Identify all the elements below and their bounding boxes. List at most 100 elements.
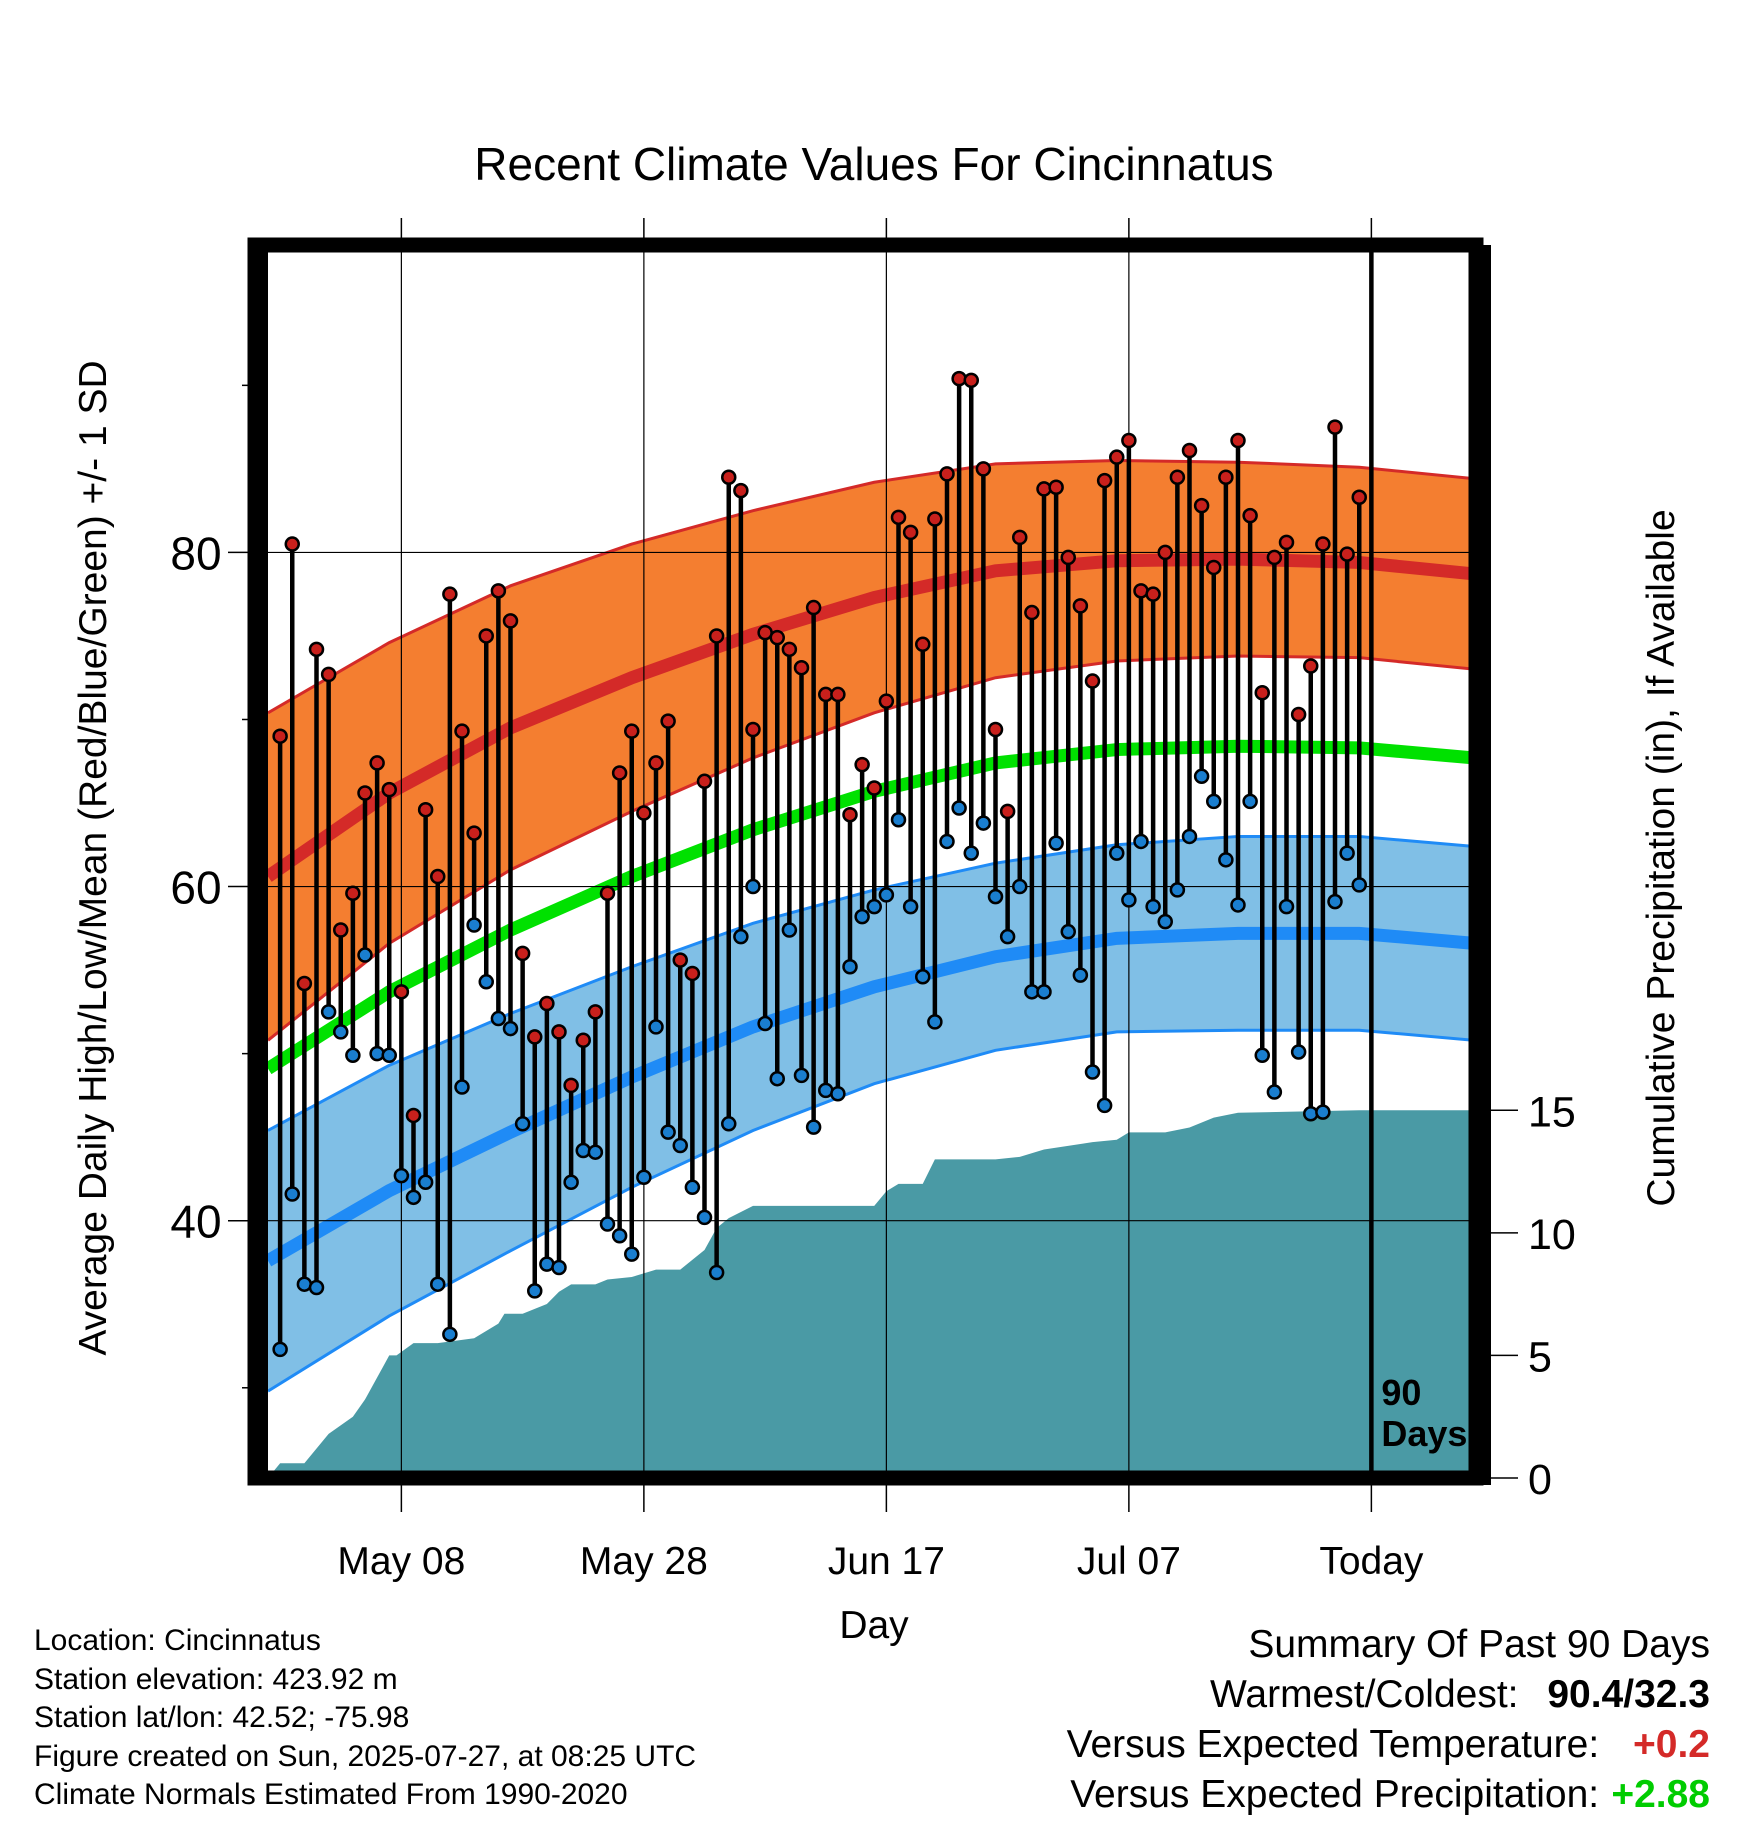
daily-high-point — [284, 536, 300, 552]
low-sd-lower-edge — [268, 1028, 1476, 1393]
precip-departure-row: Versus Expected Precipitation: +2.88 — [1067, 1770, 1710, 1820]
daily-low-point — [866, 898, 882, 915]
y2-tick-label-0: 0 — [1528, 1456, 1552, 1504]
location-text: Location: Cincinnatus — [34, 1624, 321, 1657]
daily-low-point — [1096, 1097, 1113, 1114]
today-marker-label-days-count: 90 — [1381, 1372, 1421, 1413]
daily-high-point — [587, 1004, 604, 1020]
daily-low-point — [1012, 878, 1028, 895]
warm-cold-label: Warmest/Coldest: — [1210, 1673, 1519, 1716]
daily-high-point — [1327, 419, 1343, 435]
daily-low-point — [975, 815, 992, 831]
temp-departure-row: Versus Expected Temperature: +0.2 — [1067, 1720, 1710, 1770]
daily-low-point — [514, 1116, 531, 1132]
daily-low-point — [1266, 1084, 1283, 1100]
daily-low-point — [502, 1020, 519, 1037]
x-tick-label-2: Jun 17 — [828, 1540, 945, 1583]
daily-low-point — [1206, 793, 1222, 810]
temp-departure-value: +0.2 — [1633, 1723, 1710, 1766]
daily-high-point — [708, 628, 725, 644]
daily-high-point — [1024, 604, 1040, 621]
daily-low-point — [345, 1047, 361, 1064]
daily-low-point — [1121, 892, 1137, 908]
daily-high-point — [1036, 481, 1052, 497]
daily-low-point — [393, 1167, 410, 1184]
daily-high-point — [866, 780, 882, 796]
daily-high-point — [490, 583, 507, 599]
daily-high-point — [878, 693, 895, 709]
daily-high-point — [745, 721, 761, 738]
daily-low-point — [624, 1246, 640, 1262]
daily-high-point — [369, 755, 385, 771]
daily-high-point — [611, 765, 628, 781]
daily-high-point — [1121, 432, 1137, 449]
daily-low-point — [1254, 1047, 1270, 1064]
daily-low-point — [769, 1070, 785, 1087]
daily-high-point — [890, 509, 907, 526]
daily-high-point — [624, 723, 640, 739]
daily-low-point — [466, 917, 482, 933]
daily-low-point — [745, 878, 761, 895]
daily-high-point — [1060, 549, 1076, 566]
daily-high-point — [648, 755, 664, 771]
y-axis-label: Average Daily High/Low/Mean (Red/Blue/Gr… — [72, 360, 115, 1355]
daily-high-point — [696, 773, 713, 790]
daily-high-point — [1084, 673, 1101, 689]
daily-high-point — [1290, 706, 1307, 723]
latlon-text: Station lat/lon: 42.52; -75.98 — [34, 1701, 410, 1734]
daily-low-point — [454, 1079, 470, 1095]
y2-tick-label-10: 10 — [1528, 1211, 1576, 1259]
daily-high-point — [1266, 549, 1283, 566]
y-tick-label-40: 40 — [170, 1196, 221, 1248]
plot-frame-left-edge — [255, 245, 268, 1478]
daily-low-point — [1169, 882, 1186, 898]
daily-low-point — [805, 1119, 822, 1135]
daily-high-point — [1048, 479, 1064, 496]
normals-text: Climate Normals Estimated From 1990-2020 — [34, 1778, 628, 1811]
daily-low-point — [587, 1144, 604, 1160]
daily-low-point — [611, 1227, 628, 1244]
daily-high-point — [781, 641, 798, 658]
daily-low-point — [1351, 877, 1367, 893]
y2-tick-label-15: 15 — [1528, 1088, 1576, 1136]
x-tick-label-4: Today — [1319, 1540, 1424, 1583]
station-info: Location: Cincinnatus Station elevation:… — [34, 1622, 696, 1815]
daily-high-point — [963, 372, 979, 389]
daily-low-point — [636, 1169, 652, 1186]
daily-low-point — [890, 811, 907, 828]
daily-high-point — [527, 1029, 543, 1045]
daily-low-point — [927, 1014, 943, 1030]
daily-low-point — [478, 974, 494, 990]
daily-low-point — [793, 1067, 810, 1084]
daily-high-point — [1303, 658, 1319, 674]
daily-low-point — [1060, 923, 1076, 940]
daily-high-point — [430, 868, 446, 885]
daily-low-point — [915, 969, 931, 985]
daily-high-point — [1339, 546, 1355, 562]
daily-low-point — [1193, 768, 1210, 785]
daily-high-point — [478, 628, 494, 644]
daily-high-point — [514, 945, 531, 962]
daily-high-point — [987, 721, 1004, 738]
daily-low-point — [333, 1024, 349, 1040]
daily-high-point — [1254, 685, 1270, 701]
daily-high-point — [902, 524, 919, 541]
created-text: Figure created on Sun, 2025-07-27, at 08… — [34, 1739, 697, 1773]
daily-high-point — [442, 586, 458, 602]
daily-high-point — [999, 803, 1016, 820]
daily-low-point — [417, 1174, 434, 1191]
x-tick-label-0: May 08 — [337, 1540, 465, 1583]
daily-high-point — [454, 723, 470, 739]
daily-high-point — [345, 885, 361, 901]
daily-high-point — [575, 1032, 591, 1049]
daily-low-point — [1339, 845, 1355, 861]
daily-low-point — [1181, 828, 1198, 845]
precip-departure-value: +2.88 — [1611, 1773, 1710, 1816]
daily-high-point — [721, 469, 737, 485]
daily-high-point — [1145, 586, 1161, 602]
daily-high-point — [636, 805, 652, 821]
daily-high-point — [854, 756, 870, 773]
elevation-text: Station elevation: 423.92 m — [34, 1662, 398, 1696]
precip-area — [268, 1110, 1476, 1478]
